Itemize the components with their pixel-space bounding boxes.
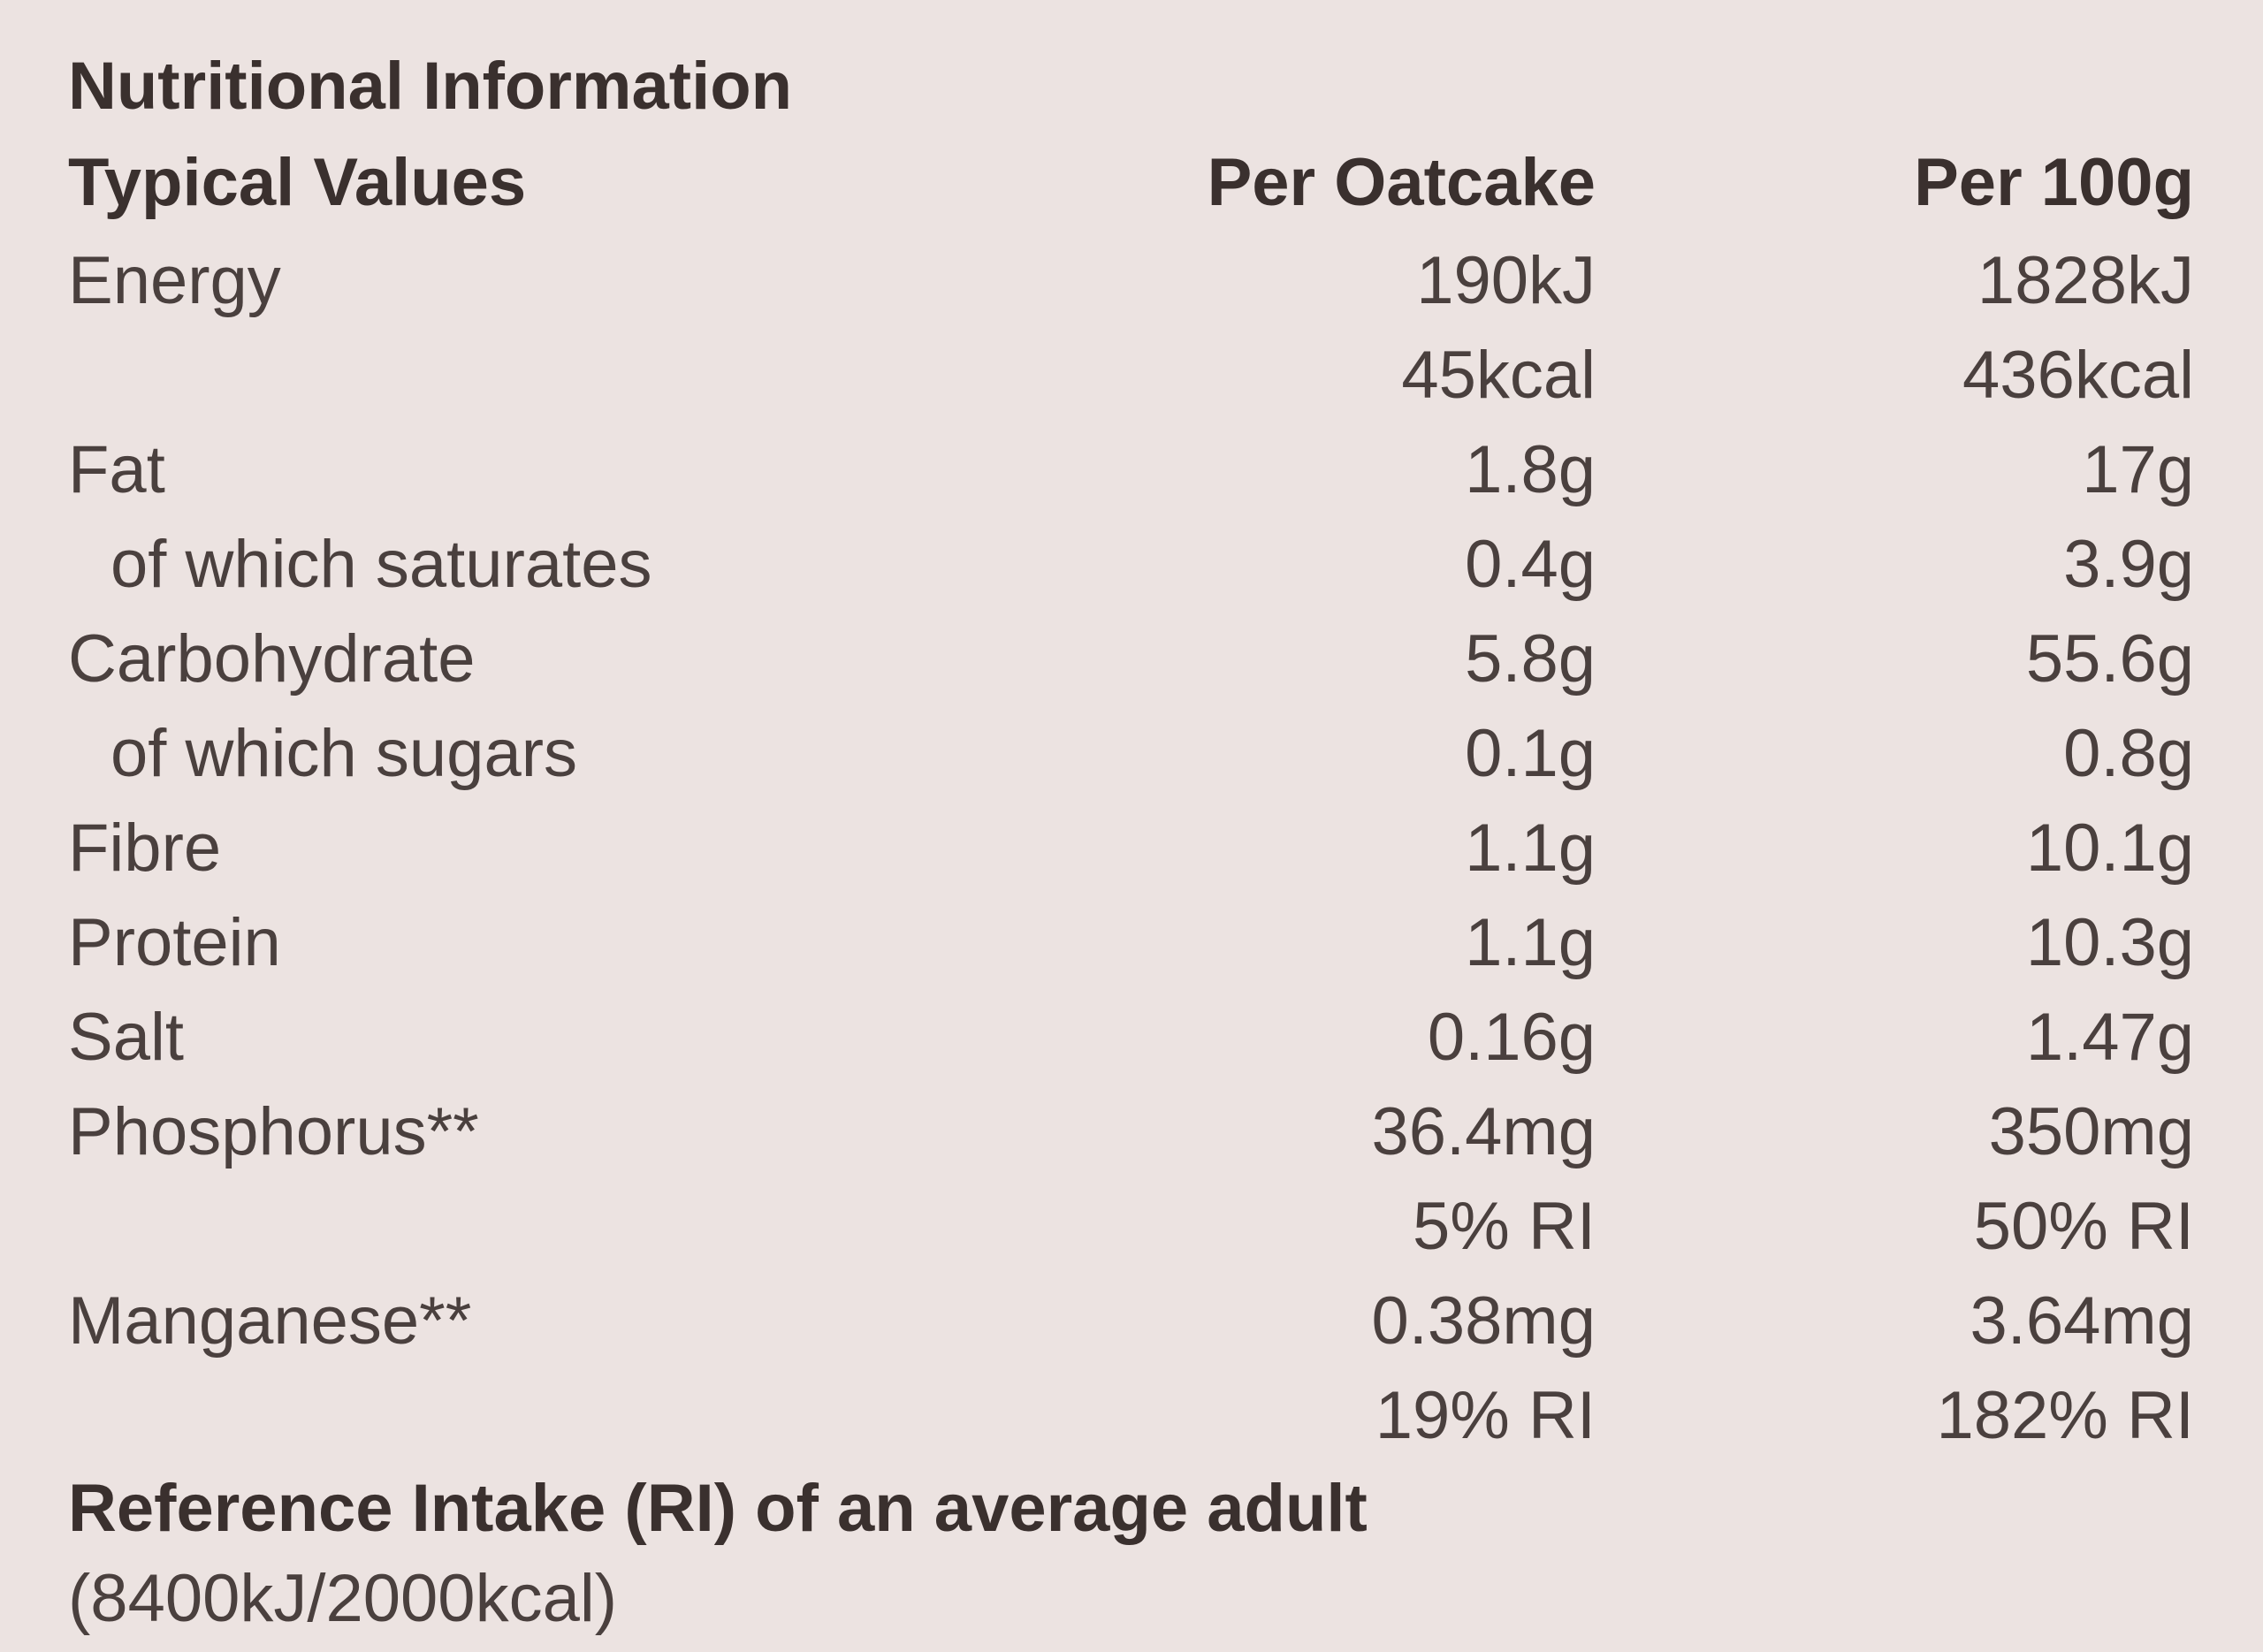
- per-oatcake-value: 0.38mg: [1371, 1283, 1596, 1359]
- header-per-oatcake: Per Oatcake: [1207, 145, 1596, 220]
- per-100g-value: 17g: [2082, 432, 2194, 507]
- per-oatcake-value: 1.8g: [1465, 432, 1596, 507]
- row-label: Fibre: [68, 811, 222, 886]
- row-label: Manganese**: [68, 1283, 472, 1359]
- per-100g-value: 182% RI: [1936, 1378, 2195, 1453]
- row-label: of which saturates: [110, 527, 652, 602]
- row-label: Energy: [68, 243, 281, 318]
- per-oatcake-value: 0.4g: [1465, 527, 1596, 602]
- per-100g-value: 3.64mg: [1970, 1283, 2195, 1359]
- per-oatcake-value: 1.1g: [1465, 811, 1596, 886]
- row-label: of which sugars: [110, 716, 578, 791]
- per-oatcake-value: 5% RI: [1413, 1189, 1596, 1264]
- per-100g-value: 3.9g: [2063, 527, 2194, 602]
- row-label: Phosphorus**: [68, 1094, 479, 1169]
- footer-note: (8400kJ/2000kcal): [68, 1561, 618, 1636]
- row-label: Protein: [68, 905, 281, 980]
- footer-title: Reference Intake (RI) of an average adul…: [68, 1471, 1368, 1546]
- per-100g-value: 55.6g: [2025, 621, 2194, 697]
- row-label: Carbohydrate: [68, 621, 476, 697]
- per-100g-value: 10.3g: [2025, 905, 2194, 980]
- per-oatcake-value: 5.8g: [1465, 621, 1596, 697]
- per-oatcake-value: 1.1g: [1465, 905, 1596, 980]
- per-100g-value: 0.8g: [2063, 716, 2194, 791]
- per-100g-value: 350mg: [1988, 1094, 2194, 1169]
- per-100g-value: 436kcal: [1962, 338, 2194, 413]
- per-oatcake-value: 19% RI: [1375, 1378, 1596, 1453]
- per-100g-value: 1828kJ: [1977, 243, 2194, 318]
- row-label: Salt: [68, 1000, 184, 1075]
- per-oatcake-value: 45kcal: [1401, 338, 1596, 413]
- per-oatcake-value: 190kJ: [1416, 243, 1596, 318]
- per-oatcake-value: 0.1g: [1465, 716, 1596, 791]
- header-label: Typical Values: [68, 145, 527, 220]
- header-per-100g: Per 100g: [1914, 145, 2194, 220]
- per-100g-value: 1.47g: [2025, 1000, 2194, 1075]
- title: Nutritional Information: [68, 49, 793, 124]
- per-100g-value: 50% RI: [1973, 1189, 2194, 1264]
- per-oatcake-value: 36.4mg: [1371, 1094, 1596, 1169]
- per-oatcake-value: 0.16g: [1427, 1000, 1596, 1075]
- row-label: Fat: [68, 432, 165, 507]
- per-100g-value: 10.1g: [2025, 811, 2194, 886]
